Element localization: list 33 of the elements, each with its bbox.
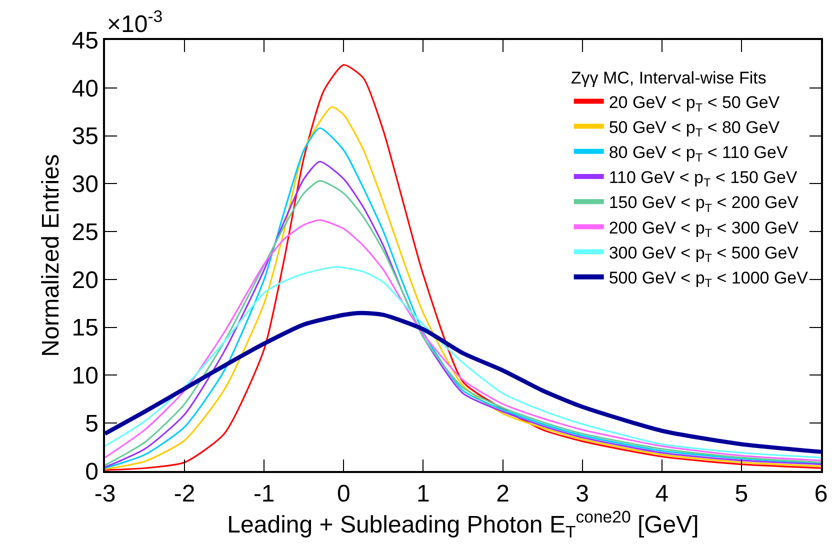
x-tick-label: 2 [496, 480, 510, 508]
legend-label: 500 GeV < p$_{T}$ < 1000 GeV [608, 268, 809, 290]
x-tick-label: -2 [174, 480, 196, 508]
y-axis-title: Normalized Entries [37, 154, 64, 357]
line-series [105, 266, 821, 458]
y-tick-label: 40 [72, 75, 98, 102]
y-tick-label: 20 [72, 266, 98, 294]
x-tick-label: 3 [576, 480, 590, 508]
legend-title: Zγγ MC, Interval-wise Fits [570, 68, 766, 88]
text: ×10$^{-3}$ [107, 7, 163, 38]
y-tick-label: 10 [72, 362, 98, 390]
x-tick-label: -1 [253, 480, 275, 508]
legend-label: 150 GeV < p$_{T}$ < 200 GeV [608, 193, 800, 215]
legend-label: 200 GeV < p$_{T}$ < 300 GeV [608, 218, 800, 240]
y-tick-label: 30 [72, 171, 98, 198]
legend-label: 80 GeV < p$_{T}$ < 110 GeV [608, 143, 788, 165]
y-tick-label: 35 [72, 123, 98, 150]
line-series [105, 310, 821, 454]
legend-label: 50 GeV < p$_{T}$ < 80 GeV [608, 118, 780, 140]
legend-label: 110 GeV < p$_{T}$ < 150 GeV [608, 168, 798, 190]
y-tick-label: 45 [72, 27, 98, 54]
legend-label: 300 GeV < p$_{T}$ < 500 GeV [608, 243, 800, 265]
y-tick-label: 5 [85, 410, 98, 438]
x-tick-label: 0 [336, 480, 350, 508]
line-series [105, 219, 821, 462]
x-tick-label: 4 [655, 480, 669, 508]
y-tick-label: 15 [72, 314, 98, 342]
x-tick-label: 1 [416, 480, 430, 508]
x-tick-label: 6 [814, 480, 828, 508]
x-tick-label: 5 [734, 480, 748, 508]
legend-label: 20 GeV < p$_{T}$ < 50 GeV [608, 92, 780, 114]
x-axis-title: Leading + Subleading Photon E$_{T}$$^{cone20}$ [GeV] [227, 508, 699, 542]
y-tick-label: 25 [72, 218, 98, 246]
